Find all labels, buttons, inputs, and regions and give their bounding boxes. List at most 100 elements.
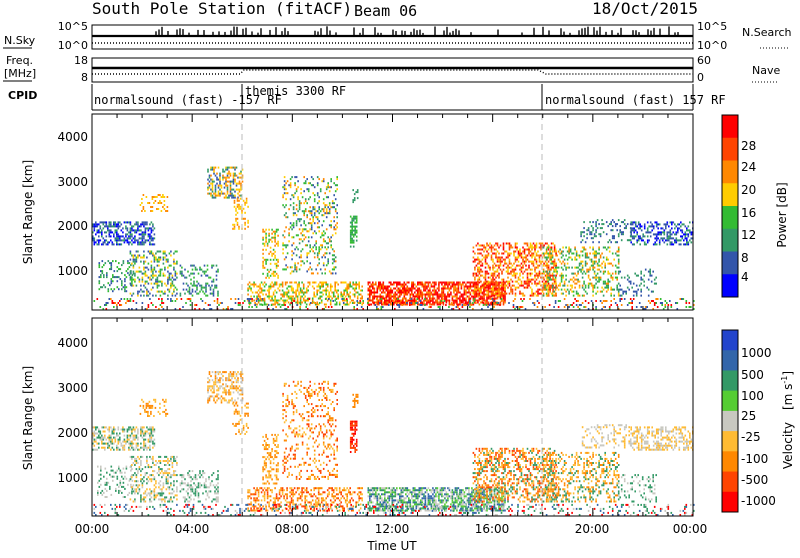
range-gate-cell	[109, 229, 111, 231]
range-gate-cell	[265, 284, 267, 286]
range-gate-cell	[516, 265, 518, 267]
range-gate-cell	[175, 275, 177, 277]
range-gate-cell	[362, 300, 364, 302]
range-gate-cell	[354, 197, 356, 199]
range-gate-cell	[109, 284, 111, 286]
range-gate-cell	[97, 449, 99, 451]
range-gate-cell	[408, 282, 410, 284]
range-gate-cell	[522, 257, 524, 259]
range-gate-cell	[536, 247, 538, 249]
range-gate-cell	[467, 286, 469, 288]
range-gate-cell	[235, 302, 237, 304]
range-gate-cell	[550, 263, 552, 265]
range-gate-cell	[327, 262, 329, 264]
range-gate-cell	[155, 306, 157, 308]
range-gate-cell	[644, 223, 646, 225]
range-gate-cell	[326, 208, 328, 210]
range-gate-cell	[401, 286, 403, 288]
range-gate-cell	[294, 248, 296, 250]
range-gate-cell	[522, 267, 524, 269]
range-gate-cell	[246, 202, 248, 204]
range-gate-cell	[576, 304, 578, 306]
range-gate-cell	[172, 285, 174, 287]
range-gate-cell	[492, 259, 494, 261]
range-gate-cell	[507, 267, 509, 269]
range-gate-cell	[114, 288, 116, 290]
range-gate-cell	[318, 252, 320, 254]
range-gate-cell	[313, 282, 315, 284]
range-gate-cell	[462, 304, 464, 306]
range-gate-cell	[352, 189, 354, 191]
range-gate-cell	[212, 197, 214, 199]
range-gate-cell	[610, 221, 612, 223]
range-gate-cell	[216, 265, 218, 267]
range-gate-cell	[210, 193, 212, 195]
range-gate-cell	[297, 288, 299, 290]
range-gate-cell	[554, 245, 556, 247]
range-gate-cell	[139, 229, 141, 231]
range-gate-cell	[457, 304, 459, 306]
range-gate-cell	[399, 282, 401, 284]
range-gate-cell	[420, 292, 422, 294]
range-gate-cell	[496, 302, 498, 304]
range-gate-cell	[130, 283, 132, 285]
range-gate-cell	[109, 233, 111, 235]
range-gate-cell	[555, 283, 557, 285]
range-gate-cell	[154, 255, 156, 257]
range-gate-cell	[296, 266, 298, 268]
range-gate-cell	[380, 294, 382, 296]
range-gate-cell	[300, 260, 302, 262]
range-gate-cell	[644, 235, 646, 237]
range-gate-cell	[652, 291, 654, 293]
range-gate-cell	[393, 282, 395, 284]
range-gate-cell	[395, 294, 397, 296]
range-gate-cell	[390, 290, 392, 292]
range-gate-cell	[553, 263, 555, 265]
range-gate-cell	[131, 285, 133, 287]
range-gate-cell	[426, 302, 428, 304]
range-gate-cell	[119, 237, 121, 239]
range-gate-cell	[655, 298, 657, 300]
range-gate-cell	[137, 227, 139, 229]
range-gate-cell	[302, 234, 304, 236]
range-gate-cell	[664, 233, 666, 235]
range-gate-cell	[368, 282, 370, 284]
range-gate-cell	[612, 237, 614, 239]
range-gate-cell	[113, 233, 115, 235]
range-gate-cell	[333, 202, 335, 204]
range-gate-cell	[426, 300, 428, 302]
range-gate-cell	[456, 288, 458, 290]
range-gate-cell	[670, 237, 672, 239]
range-gate-cell	[348, 284, 350, 286]
range-gate-cell	[180, 271, 182, 273]
range-gate-cell	[219, 179, 221, 181]
range-gate-cell	[112, 433, 114, 435]
range-gate-cell	[458, 286, 460, 288]
range-gate-cell	[297, 262, 299, 264]
range-gate-cell	[104, 435, 106, 437]
range-gate-cell	[665, 227, 667, 229]
range-gate-cell	[128, 241, 130, 243]
range-gate-cell	[633, 227, 635, 229]
range-gate-cell	[354, 228, 356, 230]
range-gate-cell	[677, 223, 679, 225]
range-gate-cell	[607, 283, 609, 285]
range-gate-cell	[624, 277, 626, 279]
range-gate-cell	[297, 286, 299, 288]
range-gate-cell	[140, 271, 142, 273]
range-gate-cell	[619, 231, 621, 233]
range-gate-cell	[199, 267, 201, 269]
range-gate-cell	[515, 277, 517, 279]
range-gate-cell	[106, 439, 108, 441]
range-gate-cell	[417, 284, 419, 286]
range-gate-cell	[253, 300, 255, 302]
range-gate-cell	[610, 277, 612, 279]
range-gate-cell	[323, 254, 325, 256]
range-gate-cell	[323, 240, 325, 242]
range-gate-cell	[330, 300, 332, 302]
range-gate-cell	[173, 289, 175, 291]
range-gate-cell	[414, 296, 416, 298]
range-gate-cell	[199, 291, 201, 293]
range-gate-cell	[341, 298, 343, 300]
range-gate-cell	[292, 290, 294, 292]
